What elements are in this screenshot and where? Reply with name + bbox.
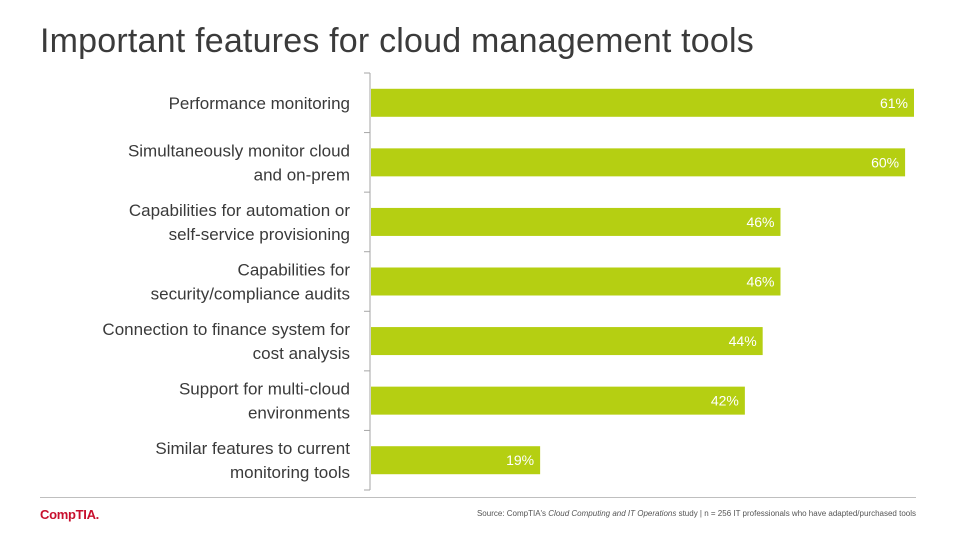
- page-title: Important features for cloud management …: [40, 22, 754, 60]
- bar-value-label: 44%: [729, 333, 757, 349]
- bar: [371, 327, 763, 356]
- category-label: Support for multi-cloud: [179, 380, 350, 399]
- category-label: Performance monitoring: [169, 94, 350, 113]
- category-label: security/compliance audits: [151, 285, 350, 304]
- category-label: environments: [248, 404, 350, 423]
- footer-divider: [40, 497, 916, 498]
- bar: [371, 207, 781, 236]
- category-labels: Performance monitoring Simultaneously mon…: [102, 94, 350, 482]
- source-study: Cloud Computing and IT Operations: [548, 509, 677, 518]
- bar: [371, 148, 906, 177]
- bar-value-label: 19%: [506, 452, 534, 468]
- category-label: Similar features to current: [155, 439, 350, 458]
- category-label: self-service provisioning: [169, 225, 350, 244]
- source-note: Source: CompTIA's Cloud Computing and IT…: [477, 509, 916, 518]
- category-label: cost analysis: [253, 344, 350, 363]
- bar: [371, 267, 781, 296]
- comptia-logo: CompTIA.: [40, 507, 99, 522]
- category-label: Simultaneously monitor cloud: [128, 141, 350, 160]
- source-prefix: Source: CompTIA's: [476, 509, 549, 518]
- category-label: Capabilities for: [238, 261, 351, 280]
- category-label: Capabilities for automation or: [129, 201, 350, 220]
- category-axis: [364, 72, 371, 491]
- bar-value-label: 46%: [746, 274, 774, 290]
- category-label: monitoring tools: [230, 463, 350, 482]
- category-label: and on-prem: [254, 165, 350, 184]
- bars: 61% 60% 46% 46% 44% 42% 19%: [371, 88, 914, 475]
- bar-value-label: 60%: [871, 154, 899, 170]
- category-label: Connection to finance system for: [102, 320, 350, 339]
- bar-value-label: 42%: [711, 393, 739, 409]
- bar: [371, 88, 914, 117]
- bar-value-label: 46%: [746, 214, 774, 230]
- source-suffix: study | n = 256 IT professionals who hav…: [676, 509, 916, 518]
- bar-value-label: 61%: [880, 95, 908, 111]
- bar: [371, 446, 541, 475]
- bar: [371, 386, 745, 415]
